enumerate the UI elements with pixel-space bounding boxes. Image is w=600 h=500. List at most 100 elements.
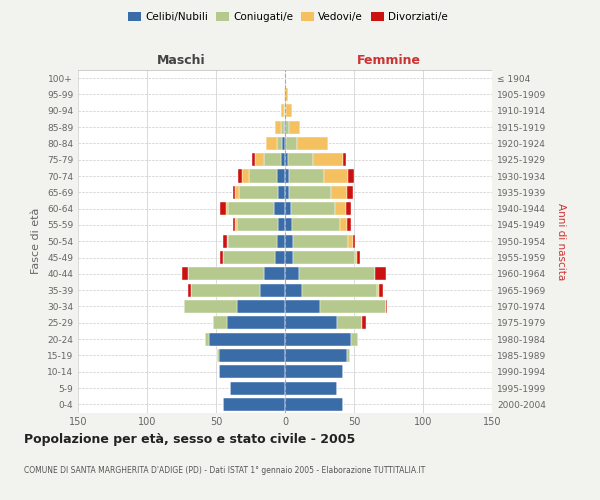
Bar [285,120,289,134]
Bar [229,234,277,248]
Bar [285,170,289,182]
Bar [293,251,355,264]
Bar [386,300,387,313]
Bar [302,284,377,296]
Bar [209,332,285,345]
Bar [265,268,285,280]
Bar [335,202,346,215]
Bar [347,349,350,362]
Y-axis label: Fasce di età: Fasce di età [31,208,41,274]
Bar [351,332,358,345]
Bar [182,268,188,280]
Bar [284,120,285,134]
Bar [184,300,236,313]
Bar [357,251,359,264]
Bar [219,349,285,362]
Bar [285,284,302,296]
Bar [285,332,351,345]
Bar [281,153,285,166]
Bar [282,137,285,150]
Bar [278,186,285,199]
Bar [223,251,275,264]
Bar [292,218,340,232]
Bar [275,120,281,134]
Bar [323,170,349,182]
Bar [281,104,284,118]
Bar [274,202,285,215]
Text: Popolazione per età, sesso e stato civile - 2005: Popolazione per età, sesso e stato civil… [24,432,355,446]
Bar [286,104,292,118]
Bar [290,202,335,215]
Bar [220,251,223,264]
Bar [188,268,265,280]
Bar [320,300,386,313]
Bar [278,218,285,232]
Bar [331,186,347,199]
Bar [340,218,347,232]
Bar [289,170,323,182]
Bar [313,153,343,166]
Bar [249,170,277,182]
Bar [285,153,288,166]
Bar [285,349,347,362]
Bar [343,153,346,166]
Bar [285,251,293,264]
Bar [347,186,353,199]
Text: Femmine: Femmine [356,54,421,68]
Bar [285,300,320,313]
Bar [362,316,367,330]
Bar [299,268,374,280]
Bar [230,382,285,394]
Bar [265,153,281,166]
Bar [286,137,298,150]
Bar [188,284,191,296]
Bar [349,234,353,248]
Bar [289,186,331,199]
Bar [285,88,288,101]
Bar [277,234,285,248]
Bar [277,170,285,182]
Bar [227,234,229,248]
Bar [229,202,274,215]
Bar [260,284,285,296]
Bar [217,349,219,362]
Bar [266,137,277,150]
Bar [236,300,285,313]
Bar [288,153,313,166]
Bar [285,186,289,199]
Bar [353,234,355,248]
Bar [337,316,362,330]
Bar [285,382,337,394]
Bar [220,202,226,215]
Bar [377,284,379,296]
Bar [285,137,286,150]
Bar [237,218,278,232]
Bar [285,268,299,280]
Bar [285,365,343,378]
Bar [374,268,386,280]
Bar [285,234,293,248]
Bar [277,137,282,150]
Bar [227,316,285,330]
Bar [347,218,351,232]
Bar [223,398,285,411]
Bar [191,284,260,296]
Bar [289,120,300,134]
Bar [213,316,227,330]
Bar [205,332,209,345]
Bar [235,218,236,232]
Bar [238,170,242,182]
Bar [254,153,265,166]
Bar [285,218,292,232]
Bar [284,104,285,118]
Bar [219,365,285,378]
Bar [233,186,235,199]
Bar [298,137,328,150]
Bar [285,316,337,330]
Bar [349,170,354,182]
Bar [293,234,349,248]
Text: COMUNE DI SANTA MARGHERITA D'ADIGE (PD) - Dati ISTAT 1° gennaio 2005 - Elaborazi: COMUNE DI SANTA MARGHERITA D'ADIGE (PD) … [24,466,425,475]
Bar [355,251,357,264]
Bar [379,284,383,296]
Bar [285,398,343,411]
